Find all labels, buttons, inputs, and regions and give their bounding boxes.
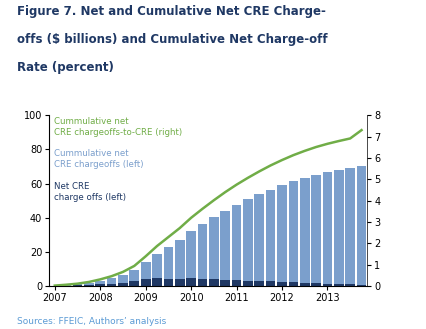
Text: Cummulative net
CRE chargeoffs (left): Cummulative net CRE chargeoffs (left) <box>54 149 143 169</box>
Bar <box>141 279 150 286</box>
Bar <box>118 275 127 286</box>
Bar <box>345 168 354 286</box>
Text: Cummulative net
CRE chargeoffs-to-CRE (right): Cummulative net CRE chargeoffs-to-CRE (r… <box>54 117 181 137</box>
Bar <box>333 284 343 286</box>
Bar <box>299 178 309 286</box>
Text: Rate (percent): Rate (percent) <box>17 61 114 74</box>
Bar <box>276 185 286 286</box>
Bar <box>242 281 252 286</box>
Bar <box>265 281 275 286</box>
Bar <box>95 284 105 286</box>
Bar <box>141 262 150 286</box>
Bar <box>311 283 320 286</box>
Bar <box>197 279 207 286</box>
Bar <box>175 240 184 286</box>
Bar <box>311 175 320 286</box>
Bar <box>276 282 286 286</box>
Bar <box>288 282 297 286</box>
Bar <box>345 284 354 286</box>
Bar <box>231 280 241 286</box>
Bar <box>197 224 207 286</box>
Bar <box>322 284 331 286</box>
Bar <box>129 281 139 286</box>
Bar <box>254 194 264 286</box>
Bar <box>322 172 331 286</box>
Bar <box>254 281 264 286</box>
Bar <box>84 285 93 286</box>
Bar <box>72 284 82 286</box>
Bar <box>186 232 196 286</box>
Text: offs ($ billions) and Cumulative Net Charge-off: offs ($ billions) and Cumulative Net Cha… <box>17 33 327 46</box>
Bar <box>220 211 230 286</box>
Bar <box>333 170 343 286</box>
Bar <box>152 254 161 286</box>
Bar <box>95 281 105 286</box>
Bar <box>84 283 93 286</box>
Text: Figure 7. Net and Cumulative Net CRE Charge-: Figure 7. Net and Cumulative Net CRE Cha… <box>17 5 325 18</box>
Text: Net CRE
charge offs (left): Net CRE charge offs (left) <box>54 182 126 202</box>
Bar <box>186 278 196 286</box>
Bar <box>231 205 241 286</box>
Bar <box>288 181 297 286</box>
Bar <box>356 166 366 286</box>
Text: Sources: FFEIC, Authors’ analysis: Sources: FFEIC, Authors’ analysis <box>17 317 166 326</box>
Bar <box>163 279 173 286</box>
Bar <box>265 190 275 286</box>
Bar <box>175 279 184 286</box>
Bar <box>61 285 71 286</box>
Bar <box>129 270 139 286</box>
Bar <box>106 284 116 286</box>
Bar <box>299 283 309 286</box>
Bar <box>242 199 252 286</box>
Bar <box>356 285 366 286</box>
Bar <box>106 278 116 286</box>
Bar <box>220 280 230 286</box>
Bar <box>208 217 218 286</box>
Bar <box>208 279 218 286</box>
Bar <box>152 278 161 286</box>
Bar <box>118 283 127 286</box>
Bar <box>163 247 173 286</box>
Bar <box>72 285 82 286</box>
